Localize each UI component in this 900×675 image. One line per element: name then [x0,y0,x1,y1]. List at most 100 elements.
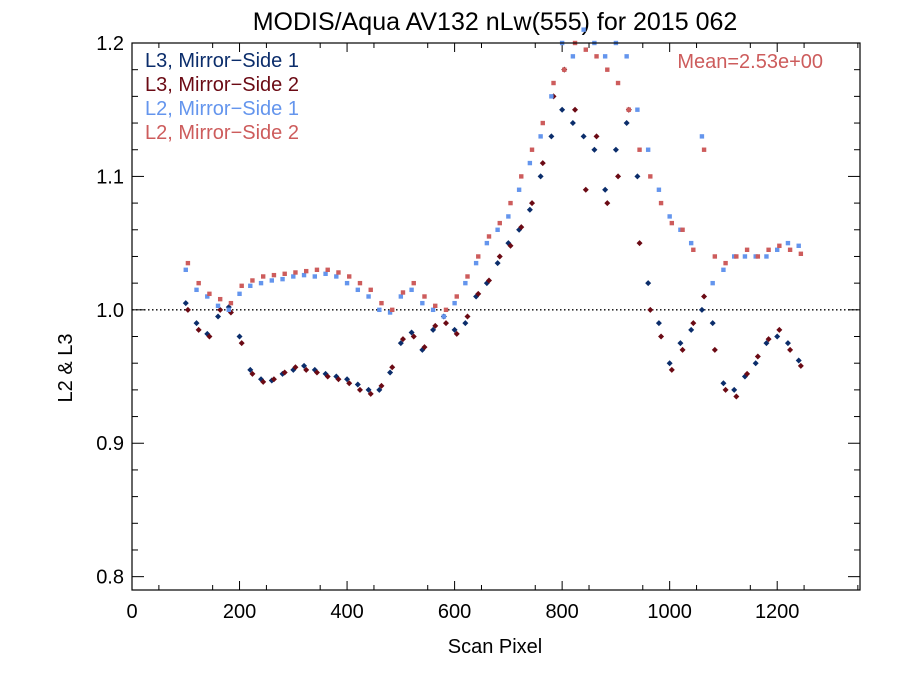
data-point [336,270,341,275]
data-point [258,280,264,286]
data-point [410,333,417,340]
data-point [301,272,307,278]
data-point [763,340,770,347]
data-point [688,240,694,246]
data-point [636,240,643,247]
data-point [570,54,576,59]
data-point [496,253,503,260]
data-point [451,326,458,333]
data-point [347,274,352,279]
data-point [228,300,234,306]
data-point [519,174,524,179]
data-point [658,333,665,340]
data-point [733,393,740,400]
data-point [666,360,673,367]
data-point [658,200,664,206]
data-point [581,27,586,32]
data-point [774,247,780,252]
data-point [507,242,514,249]
data-point [624,54,629,59]
data-point [453,330,460,337]
data-point [292,364,299,371]
data-point [323,271,328,277]
data-point [250,278,255,283]
data-point [260,274,266,279]
data-point [236,333,243,340]
data-point [432,322,439,329]
data-point [215,313,222,320]
data-point [722,386,729,393]
data-point [356,386,363,393]
chart-title-group: MODIS/Aqua AV132 nLw(555) for 2015 062 [253,8,738,36]
data-point [752,360,759,367]
data-point [637,147,642,152]
data-point [572,106,579,113]
data-point [776,326,783,333]
data-point [795,357,802,364]
data-point [720,380,727,387]
data-point [365,386,372,393]
data-point [182,300,189,307]
data-point [701,147,707,152]
data-point [569,120,576,127]
data-point [548,133,555,140]
data-point [354,381,361,388]
y-tick-label: 0.8 [96,567,124,589]
data-point [421,344,428,351]
data-point [325,267,330,273]
data-point [594,54,599,59]
data-point [583,47,588,52]
data-point [734,254,739,259]
data-point [711,346,718,353]
data-point [475,290,482,297]
x-axis-label: Scan Pixel [448,636,543,658]
data-point [433,303,438,309]
data-point [366,294,371,299]
data-point [334,274,339,279]
data-point [537,173,544,180]
data-point [312,274,318,279]
y-axis-label: L2 & L3 [55,334,77,403]
data-point [559,106,566,113]
data-point [217,296,223,302]
data-point [441,314,447,319]
data-point [549,94,554,99]
data-point [497,220,502,226]
data-point [465,274,470,279]
data-point [494,260,501,267]
data-point [238,340,245,347]
data-point [390,307,395,313]
data-point [656,187,662,192]
data-point [691,247,696,252]
data-point [248,283,253,289]
data-point [742,254,748,259]
data-point [409,287,414,293]
x-tick-label: 1200 [755,601,800,623]
data-point [239,283,244,289]
legend-entry: L3, Mirror−Side 1 [145,50,299,72]
data-point [387,310,393,315]
data-point [529,200,536,207]
data-point [411,280,416,286]
data-point [605,67,610,72]
data-point [526,206,533,213]
data-point [368,287,373,293]
y-tick-label: 1.1 [96,166,124,188]
data-point [269,278,274,283]
legend: L3, Mirror−Side 1L3, Mirror−Side 2 L2, Mi… [145,50,299,144]
data-point [626,107,632,112]
data-point [669,220,675,226]
data-point [744,247,750,252]
data-point [647,306,654,313]
data-point [301,362,308,369]
data-point [744,370,751,377]
data-point [443,307,449,313]
mean-annotation: Mean=2.53e+00 [677,51,823,73]
data-point [260,378,267,385]
data-point [344,376,351,383]
legend-entry: L2, Mirror−Side 2 [145,122,299,144]
data-point [185,260,191,266]
legend-entry: L3, Mirror−Side 2 [145,74,299,96]
data-point [645,147,651,152]
